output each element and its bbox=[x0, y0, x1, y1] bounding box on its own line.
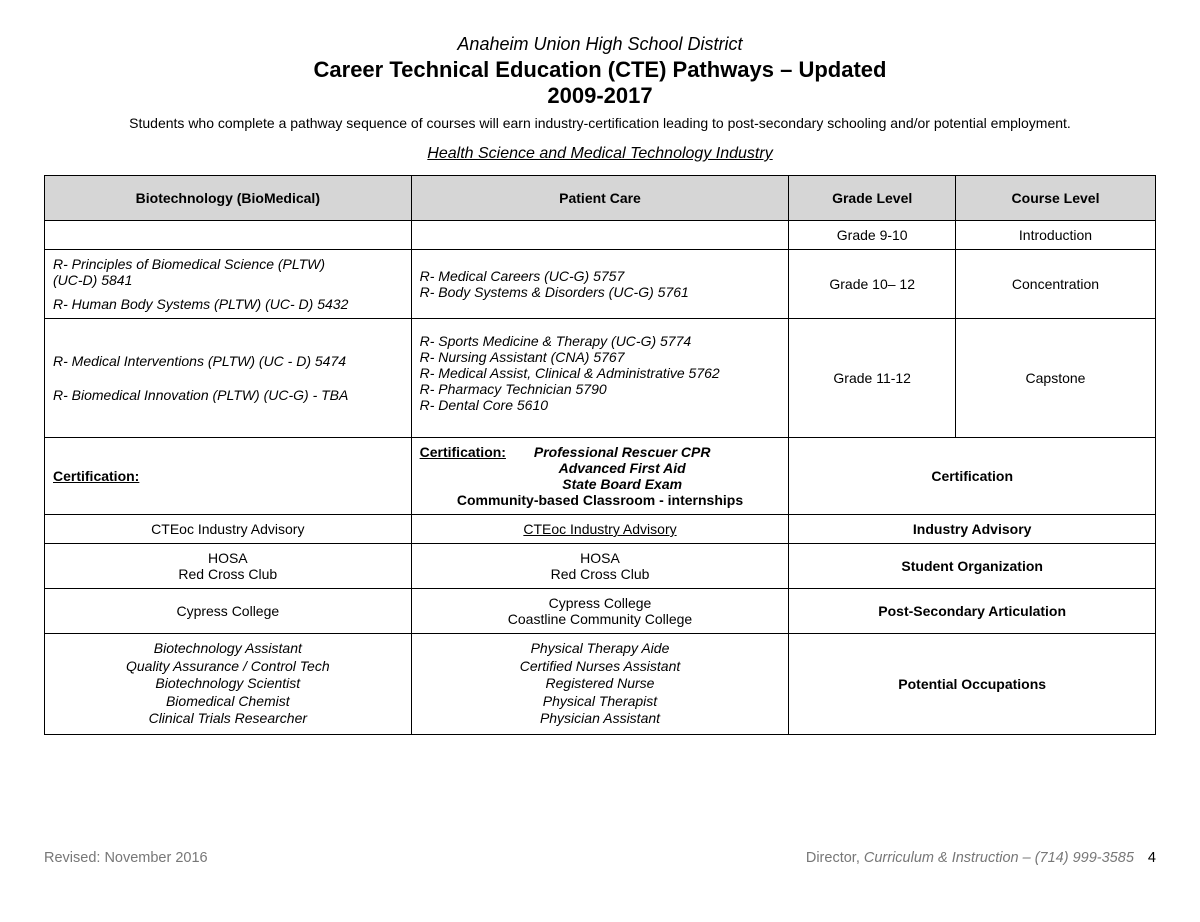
document-years: 2009-2017 bbox=[44, 83, 1156, 109]
occ-text: Biomedical Chemist bbox=[53, 693, 403, 711]
course-text: R- Sports Medicine & Therapy (UC-G) 5774 bbox=[420, 333, 781, 349]
cell-grade-conc: Grade 10– 12 bbox=[789, 250, 956, 319]
occ-text: Quality Assurance / Control Tech bbox=[53, 658, 403, 676]
course-text: R- Medical Interventions (PLTW) (UC - D)… bbox=[53, 353, 403, 369]
cell-pc-intro bbox=[411, 221, 789, 250]
cell-bio-cap: R- Medical Interventions (PLTW) (UC - D)… bbox=[45, 319, 412, 438]
cert-community: Community-based Classroom - internships bbox=[420, 492, 781, 508]
cell-bio-artic: Cypress College bbox=[45, 589, 412, 634]
course-text: R- Human Body Systems (PLTW) (UC- D) 543… bbox=[53, 296, 403, 312]
occ-text: Physician Assistant bbox=[420, 710, 781, 728]
row-articulation: Cypress College Cypress College Coastlin… bbox=[45, 589, 1156, 634]
course-text: R- Nursing Assistant (CNA) 5767 bbox=[420, 349, 781, 365]
cell-bio-org: HOSA Red Cross Club bbox=[45, 544, 412, 589]
occ-text: Clinical Trials Researcher bbox=[53, 710, 403, 728]
page-number: 4 bbox=[1148, 850, 1156, 866]
cell-bio-occ: Biotechnology Assistant Quality Assuranc… bbox=[45, 634, 412, 735]
org-text: HOSA bbox=[53, 550, 403, 566]
cell-right-cert: Certification bbox=[789, 438, 1156, 515]
col-header-courselevel: Course Level bbox=[956, 176, 1156, 221]
cell-right-org: Student Organization bbox=[789, 544, 1156, 589]
district-name: Anaheim Union High School District bbox=[44, 34, 1156, 55]
certification-label: Certification: bbox=[53, 468, 139, 484]
row-certification: Certification: Certification: Profession… bbox=[45, 438, 1156, 515]
course-text: R- Principles of Biomedical Science (PLT… bbox=[53, 256, 403, 272]
table-header-row: Biotechnology (BioMedical) Patient Care … bbox=[45, 176, 1156, 221]
row-student-org: HOSA Red Cross Club HOSA Red Cross Club … bbox=[45, 544, 1156, 589]
artic-text: Coastline Community College bbox=[420, 611, 781, 627]
page-footer: Revised: November 2016 Director, Curricu… bbox=[44, 850, 1156, 866]
cell-right-occ: Potential Occupations bbox=[789, 634, 1156, 735]
cell-pc-advisory: CTEoc Industry Advisory bbox=[411, 515, 789, 544]
cell-pc-artic: Cypress College Coastline Community Coll… bbox=[411, 589, 789, 634]
cell-bio-intro bbox=[45, 221, 412, 250]
row-concentration: R- Principles of Biomedical Science (PLT… bbox=[45, 250, 1156, 319]
occ-text: Physical Therapy Aide bbox=[420, 640, 781, 658]
course-text: R- Pharmacy Technician 5790 bbox=[420, 381, 781, 397]
cert-item: State Board Exam bbox=[562, 476, 682, 492]
industry-heading: Health Science and Medical Technology In… bbox=[44, 145, 1156, 163]
row-capstone: R- Medical Interventions (PLTW) (UC - D)… bbox=[45, 319, 1156, 438]
cell-pc-org: HOSA Red Cross Club bbox=[411, 544, 789, 589]
document-title: Career Technical Education (CTE) Pathway… bbox=[44, 57, 1156, 83]
footer-contact: Director, Curriculum & Instruction – (71… bbox=[806, 850, 1156, 866]
org-text: HOSA bbox=[420, 550, 781, 566]
cell-level-intro: Introduction bbox=[956, 221, 1156, 250]
course-text: (UC-D) 5841 bbox=[53, 272, 403, 288]
occ-text: Biotechnology Assistant bbox=[53, 640, 403, 658]
cell-grade-intro: Grade 9-10 bbox=[789, 221, 956, 250]
org-text: Red Cross Club bbox=[420, 566, 781, 582]
cell-bio-cert: Certification: bbox=[45, 438, 412, 515]
document-header: Anaheim Union High School District Caree… bbox=[44, 34, 1156, 163]
footer-revised: Revised: November 2016 bbox=[44, 850, 208, 866]
cell-level-cap: Capstone bbox=[956, 319, 1156, 438]
occ-text: Physical Therapist bbox=[420, 693, 781, 711]
col-header-patientcare: Patient Care bbox=[411, 176, 789, 221]
col-header-gradelevel: Grade Level bbox=[789, 176, 956, 221]
footer-director-info: Curriculum & Instruction – (714) 999-358… bbox=[860, 850, 1134, 866]
cell-pc-cert: Certification: Professional Rescuer CPR … bbox=[411, 438, 789, 515]
cert-item: Professional Rescuer CPR bbox=[534, 444, 711, 460]
cell-pc-conc: R- Medical Careers (UC-G) 5757 R- Body S… bbox=[411, 250, 789, 319]
col-header-biotech: Biotechnology (BioMedical) bbox=[45, 176, 412, 221]
cell-bio-advisory: CTEoc Industry Advisory bbox=[45, 515, 412, 544]
document-subtitle: Students who complete a pathway sequence… bbox=[44, 115, 1156, 131]
pathways-table: Biotechnology (BioMedical) Patient Care … bbox=[44, 175, 1156, 735]
cell-pc-occ: Physical Therapy Aide Certified Nurses A… bbox=[411, 634, 789, 735]
occ-text: Registered Nurse bbox=[420, 675, 781, 693]
course-text: R- Medical Assist, Clinical & Administra… bbox=[420, 365, 781, 381]
course-text: R- Biomedical Innovation (PLTW) (UC-G) -… bbox=[53, 387, 403, 403]
row-advisory: CTEoc Industry Advisory CTEoc Industry A… bbox=[45, 515, 1156, 544]
occ-text: Certified Nurses Assistant bbox=[420, 658, 781, 676]
cell-level-conc: Concentration bbox=[956, 250, 1156, 319]
course-text: R- Medical Careers (UC-G) 5757 bbox=[420, 268, 781, 284]
footer-director-label: Director, bbox=[806, 850, 860, 866]
cell-bio-conc: R- Principles of Biomedical Science (PLT… bbox=[45, 250, 412, 319]
artic-text: Cypress College bbox=[420, 595, 781, 611]
occ-text: Biotechnology Scientist bbox=[53, 675, 403, 693]
row-introduction: Grade 9-10 Introduction bbox=[45, 221, 1156, 250]
row-occupations: Biotechnology Assistant Quality Assuranc… bbox=[45, 634, 1156, 735]
cert-item: Advanced First Aid bbox=[559, 460, 686, 476]
cell-pc-cap: R- Sports Medicine & Therapy (UC-G) 5774… bbox=[411, 319, 789, 438]
course-text: R- Dental Core 5610 bbox=[420, 397, 781, 413]
course-text: R- Body Systems & Disorders (UC-G) 5761 bbox=[420, 284, 781, 300]
certification-label: Certification: bbox=[420, 444, 506, 460]
org-text: Red Cross Club bbox=[53, 566, 403, 582]
cell-grade-cap: Grade 11-12 bbox=[789, 319, 956, 438]
cell-right-advisory: Industry Advisory bbox=[789, 515, 1156, 544]
cell-right-artic: Post-Secondary Articulation bbox=[789, 589, 1156, 634]
